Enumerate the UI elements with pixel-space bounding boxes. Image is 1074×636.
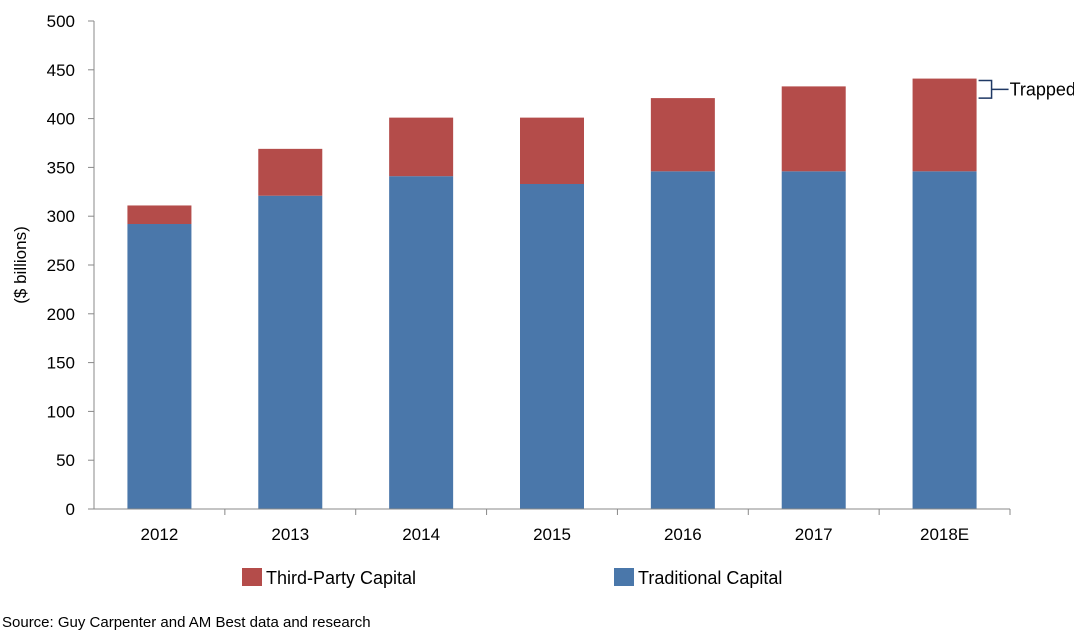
bar-traditional-capital-2015 bbox=[520, 183, 584, 509]
bar-traditional-capital-2012 bbox=[127, 224, 192, 509]
annotation-label: Trapped bbox=[1010, 79, 1074, 99]
y-tick-label: 0 bbox=[66, 500, 75, 519]
legend-swatch-traditional bbox=[614, 568, 634, 586]
y-tick-label: 300 bbox=[47, 207, 75, 226]
y-tick-label: 450 bbox=[47, 61, 75, 80]
bar-traditional-capital-2017 bbox=[781, 171, 846, 509]
trapped-annotation: Trapped bbox=[978, 79, 1074, 99]
bar-traditional-capital-2016 bbox=[650, 171, 715, 509]
y-axis-title: ($ billions) bbox=[11, 226, 30, 303]
bar-third-party-capital-2012 bbox=[127, 205, 192, 225]
y-axis-ticks: 0 50 100 150 200 250 300 350 400 450 500 bbox=[47, 12, 94, 519]
x-tick-label: 2013 bbox=[271, 525, 309, 544]
y-tick-label: 200 bbox=[47, 305, 75, 324]
x-tick-label: 2016 bbox=[664, 525, 702, 544]
legend-swatch-third-party bbox=[242, 568, 262, 586]
bar-third-party-capital-2014 bbox=[389, 117, 454, 177]
y-tick-label: 400 bbox=[47, 110, 75, 129]
x-tick-label: 2015 bbox=[533, 525, 571, 544]
x-tick-label: 2018E bbox=[920, 525, 969, 544]
y-tick-label: 350 bbox=[47, 158, 75, 177]
bar-traditional-capital-2013 bbox=[258, 195, 323, 510]
bars-group bbox=[127, 78, 977, 510]
y-tick-label: 250 bbox=[47, 256, 75, 275]
legend: Third-Party Capital Traditional Capital bbox=[242, 568, 782, 588]
bar-third-party-capital-2016 bbox=[650, 98, 715, 172]
x-tick-label: 2017 bbox=[795, 525, 833, 544]
x-axis-ticks: 2012 2013 2014 2015 2016 2017 2018E bbox=[141, 509, 1011, 544]
y-tick-label: 100 bbox=[47, 402, 75, 421]
y-tick-label: 500 bbox=[47, 12, 75, 31]
legend-label-traditional: Traditional Capital bbox=[638, 568, 782, 588]
bar-third-party-capital-2018e bbox=[912, 78, 977, 172]
y-tick-label: 50 bbox=[56, 451, 75, 470]
bar-third-party-capital-2013 bbox=[258, 148, 323, 196]
source-note: Source: Guy Carpenter and AM Best data a… bbox=[2, 614, 371, 631]
annotation-bracket bbox=[978, 79, 1009, 99]
x-tick-label: 2012 bbox=[141, 525, 179, 544]
x-tick-label: 2014 bbox=[402, 525, 440, 544]
bar-traditional-capital-2018e bbox=[912, 171, 977, 509]
bar-traditional-capital-2014 bbox=[389, 176, 454, 509]
legend-label-third-party: Third-Party Capital bbox=[266, 568, 416, 588]
bar-third-party-capital-2017 bbox=[781, 86, 846, 172]
y-tick-label: 150 bbox=[47, 354, 75, 373]
bar-third-party-capital-2015 bbox=[520, 117, 584, 184]
